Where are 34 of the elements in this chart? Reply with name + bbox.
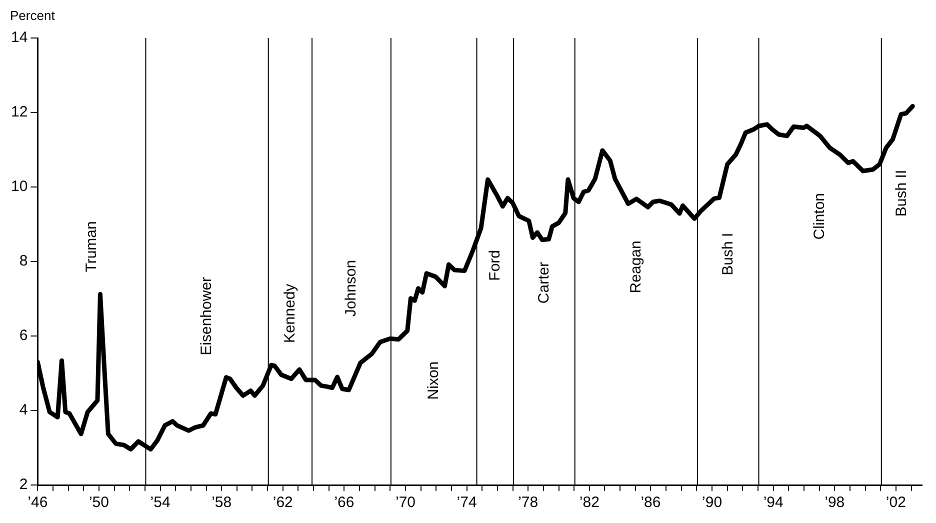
annotation: Johnson bbox=[342, 260, 360, 317]
x-tick-label: ’70 bbox=[395, 494, 416, 512]
y-tick-label: 6 bbox=[19, 327, 28, 344]
y-tick-label: 2 bbox=[19, 476, 28, 494]
annotation: Reagan bbox=[627, 240, 644, 294]
annotation: Truman bbox=[82, 221, 100, 272]
x-tick-label: ’90 bbox=[702, 494, 722, 512]
x-tick-label: ’54 bbox=[150, 494, 170, 512]
annotation: Clinton bbox=[811, 192, 828, 240]
annotation: Kennedy bbox=[281, 283, 298, 344]
x-tick-label: ’66 bbox=[334, 494, 354, 512]
annotation: Carter bbox=[535, 262, 552, 304]
annotation: Ford bbox=[486, 250, 504, 281]
x-tick-label: ’78 bbox=[518, 494, 538, 512]
y-tick-label: 10 bbox=[10, 178, 28, 196]
annotation: Nixon bbox=[425, 361, 442, 400]
y-tick-label: 8 bbox=[19, 252, 28, 270]
annotation: Bush II bbox=[892, 170, 910, 217]
x-tick-label: ’86 bbox=[640, 494, 661, 512]
x-tick-label: ’82 bbox=[579, 494, 600, 512]
y-axis-title: Percent bbox=[10, 8, 56, 24]
x-tick-label: ’50 bbox=[88, 494, 110, 512]
y-tick-label: 4 bbox=[19, 402, 28, 419]
y-tick-label: 14 bbox=[10, 29, 28, 46]
y-tick-label: 12 bbox=[10, 104, 28, 121]
x-tick-label: ’02 bbox=[886, 494, 906, 512]
x-tick-label: ’74 bbox=[456, 494, 477, 512]
x-tick-label: ’62 bbox=[272, 494, 293, 512]
x-tick-label: ’98 bbox=[824, 494, 845, 512]
x-tick-label: ’46 bbox=[28, 494, 48, 512]
x-tick-label: ’94 bbox=[763, 494, 784, 512]
x-tick-label: ’58 bbox=[212, 494, 232, 512]
annotation: Eisenhower bbox=[198, 276, 216, 356]
annotation: Bush I bbox=[719, 232, 736, 276]
